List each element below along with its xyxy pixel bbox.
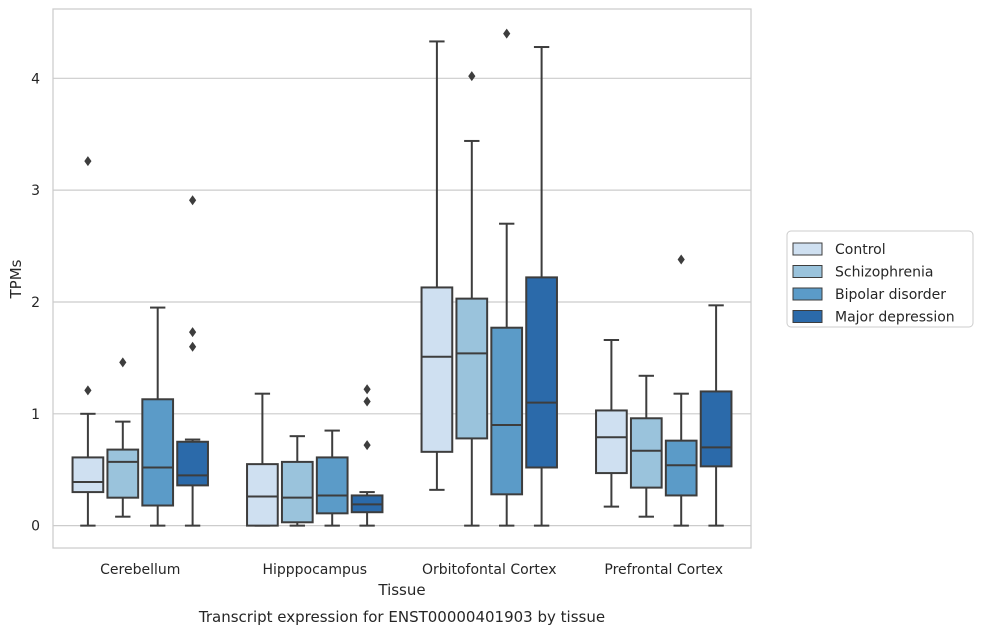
box bbox=[176, 440, 209, 487]
box-group bbox=[246, 392, 279, 527]
box-group bbox=[455, 71, 489, 527]
outlier-point bbox=[189, 195, 197, 206]
box-series bbox=[71, 28, 733, 527]
outlier-point bbox=[468, 71, 476, 82]
box-group bbox=[664, 254, 698, 527]
x-tick-label: Hipppocampus bbox=[262, 562, 367, 578]
legend-label: Major depression bbox=[835, 310, 955, 326]
outlier-point bbox=[503, 28, 511, 39]
box-group bbox=[280, 435, 314, 527]
legend-label: Bipolar disorder bbox=[835, 287, 946, 303]
legend-swatch bbox=[792, 310, 823, 323]
legend: Control Schizophrenia Bipolar disorder Majo… bbox=[786, 230, 974, 328]
y-tick-label: 2 bbox=[31, 295, 40, 311]
box-group bbox=[490, 28, 524, 527]
x-axis-title: Tissue bbox=[377, 581, 425, 599]
x-tick-label: Orbitofontal Cortex bbox=[422, 562, 557, 578]
box bbox=[315, 456, 349, 515]
box bbox=[141, 398, 175, 507]
legend-swatch bbox=[792, 287, 823, 301]
box-group bbox=[176, 195, 209, 527]
box bbox=[595, 409, 628, 475]
plot-area-frame bbox=[52, 8, 752, 549]
legend-label: Control bbox=[835, 242, 886, 258]
chart-caption: Transcript expression for ENST0000040190… bbox=[198, 608, 605, 626]
legend-item: Schizophrenia bbox=[792, 265, 933, 281]
box bbox=[455, 297, 489, 440]
outlier-point bbox=[84, 385, 92, 396]
x-tick-labels: Cerebellum Hipppocampus Orbitofontal Corte… bbox=[100, 562, 723, 578]
box bbox=[490, 326, 524, 496]
legend-item: Bipolar disorder bbox=[792, 287, 946, 303]
box-group bbox=[629, 374, 663, 518]
y-axis-title: TPMs bbox=[7, 259, 25, 299]
box bbox=[106, 448, 140, 499]
y-tick-labels: 0 1 2 3 4 bbox=[31, 71, 40, 534]
outlier-point bbox=[363, 396, 371, 407]
x-tick-label: Prefrontal Cortex bbox=[604, 562, 723, 578]
box-group bbox=[315, 429, 349, 527]
box bbox=[699, 390, 733, 468]
box-group bbox=[350, 384, 384, 527]
box-group bbox=[71, 156, 105, 527]
box-group bbox=[141, 306, 175, 527]
legend-item: Major depression bbox=[792, 310, 955, 326]
legend-label: Schizophrenia bbox=[835, 265, 933, 281]
box-group bbox=[525, 46, 558, 527]
legend-swatch bbox=[792, 265, 823, 278]
outlier-point bbox=[363, 440, 371, 451]
box-group bbox=[595, 339, 628, 508]
box bbox=[629, 417, 663, 489]
y-tick-label: 0 bbox=[31, 519, 40, 535]
outlier-point bbox=[119, 357, 127, 368]
outlier-point bbox=[189, 341, 197, 352]
outlier-point bbox=[84, 156, 92, 167]
outlier-point bbox=[677, 254, 685, 265]
legend-box bbox=[786, 230, 974, 328]
outlier-point bbox=[363, 384, 371, 395]
box bbox=[525, 276, 558, 469]
box bbox=[664, 439, 698, 497]
y-tick-label: 4 bbox=[31, 71, 40, 87]
box bbox=[280, 460, 314, 524]
x-tick-label: Cerebellum bbox=[100, 562, 180, 578]
box-group bbox=[420, 40, 454, 491]
box bbox=[71, 456, 105, 494]
outlier-point bbox=[189, 327, 197, 338]
box-group bbox=[106, 357, 140, 518]
box-group bbox=[699, 304, 733, 527]
y-tick-label: 3 bbox=[31, 183, 40, 199]
legend-item: Control bbox=[792, 242, 886, 258]
box bbox=[420, 286, 454, 453]
legend-swatch bbox=[792, 242, 823, 256]
y-tick-label: 1 bbox=[31, 407, 40, 423]
box bbox=[246, 463, 279, 527]
